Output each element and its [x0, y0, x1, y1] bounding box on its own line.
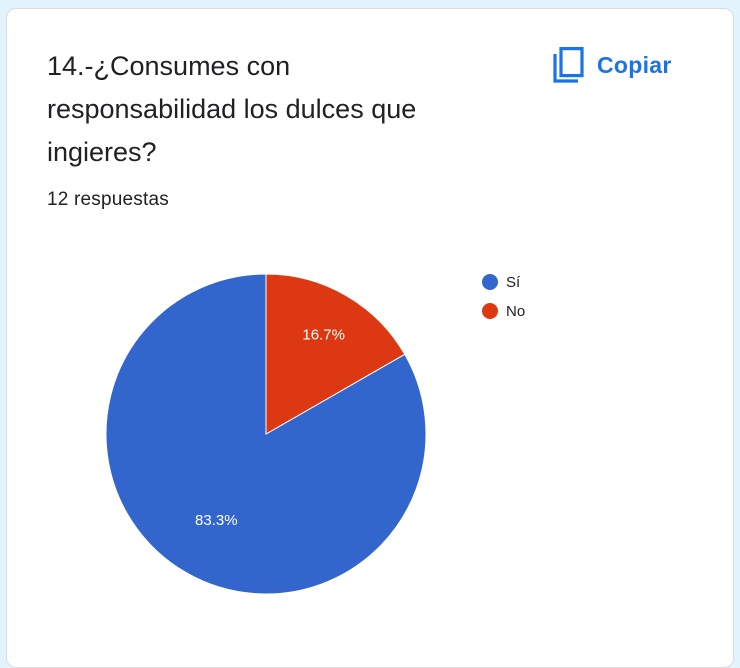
- legend-label-no: No: [506, 303, 525, 320]
- pie-slice-no[interactable]: [265, 273, 406, 435]
- copy-button[interactable]: Copiar: [551, 43, 672, 87]
- responses-count: 12 respuestas: [47, 189, 169, 210]
- copy-icon: [553, 46, 584, 83]
- question-title: 14.-¿Consumes con responsabilidad los du…: [47, 51, 417, 167]
- slice-label-si: 83.3%: [195, 512, 238, 529]
- copy-label: Copiar: [597, 51, 672, 78]
- chart-card: 14.-¿Consumes con responsabilidad los du…: [6, 8, 734, 668]
- legend-label-si: Sí: [506, 274, 521, 291]
- pie-chart: 83.3% 16.7% Sí No: [105, 273, 525, 595]
- legend-marker-no: [482, 303, 498, 319]
- slice-label-no: 16.7%: [302, 326, 345, 343]
- legend-marker-si: [482, 274, 498, 290]
